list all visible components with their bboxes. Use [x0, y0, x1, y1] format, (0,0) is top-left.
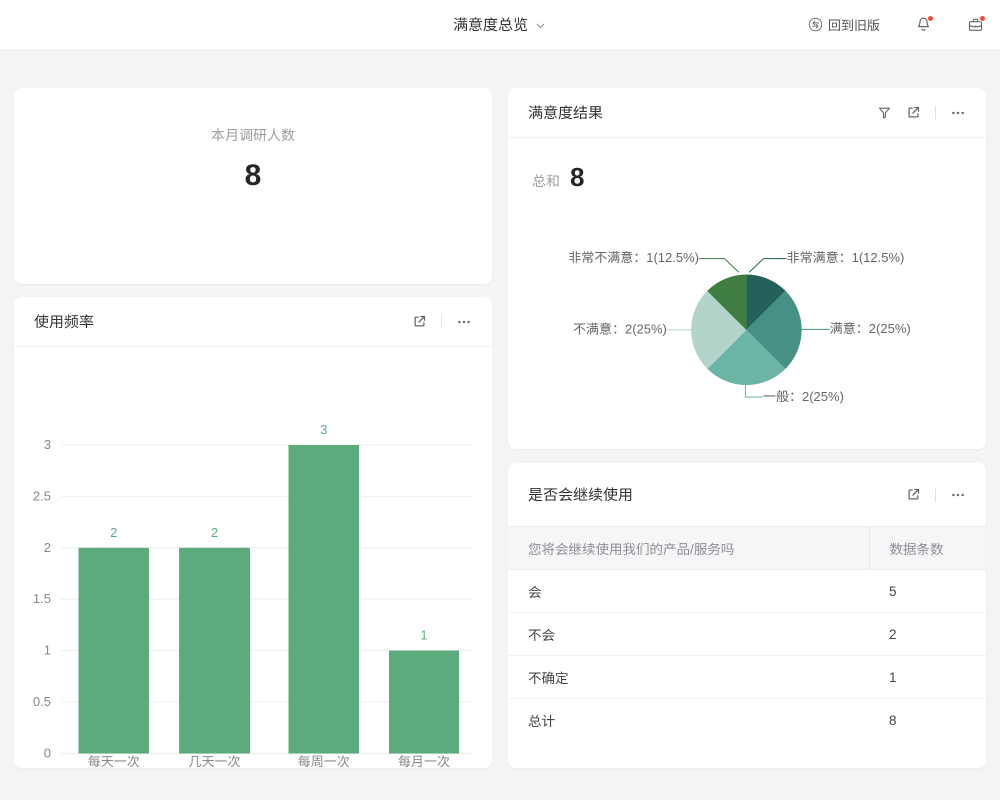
- svg-text:2: 2: [110, 525, 117, 540]
- svg-text:每月一次: 每月一次: [398, 754, 450, 768]
- svg-text:1: 1: [420, 628, 427, 643]
- svg-text:3: 3: [320, 422, 327, 437]
- svg-text:每天一次: 每天一次: [88, 754, 140, 768]
- svg-text:0.5: 0.5: [33, 694, 51, 709]
- svg-text:满意：2(25%): 满意：2(25%): [830, 321, 911, 336]
- svg-text:2: 2: [211, 525, 218, 540]
- svg-text:非常不满意：1(12.5%): 非常不满意：1(12.5%): [568, 250, 699, 265]
- svg-text:1: 1: [44, 643, 51, 658]
- svg-text:1.5: 1.5: [33, 591, 51, 606]
- svg-text:不满意：2(25%): 不满意：2(25%): [573, 322, 667, 337]
- svg-text:每周一次: 每周一次: [298, 754, 350, 768]
- svg-text:非常满意：1(12.5%): 非常满意：1(12.5%): [787, 250, 905, 265]
- svg-text:3: 3: [44, 437, 51, 452]
- svg-text:2: 2: [44, 540, 51, 555]
- svg-text:0: 0: [44, 746, 51, 761]
- svg-text:一般：2(25%): 一般：2(25%): [763, 389, 844, 404]
- svg-text:几天一次: 几天一次: [188, 754, 240, 768]
- svg-text:2.5: 2.5: [33, 488, 51, 503]
